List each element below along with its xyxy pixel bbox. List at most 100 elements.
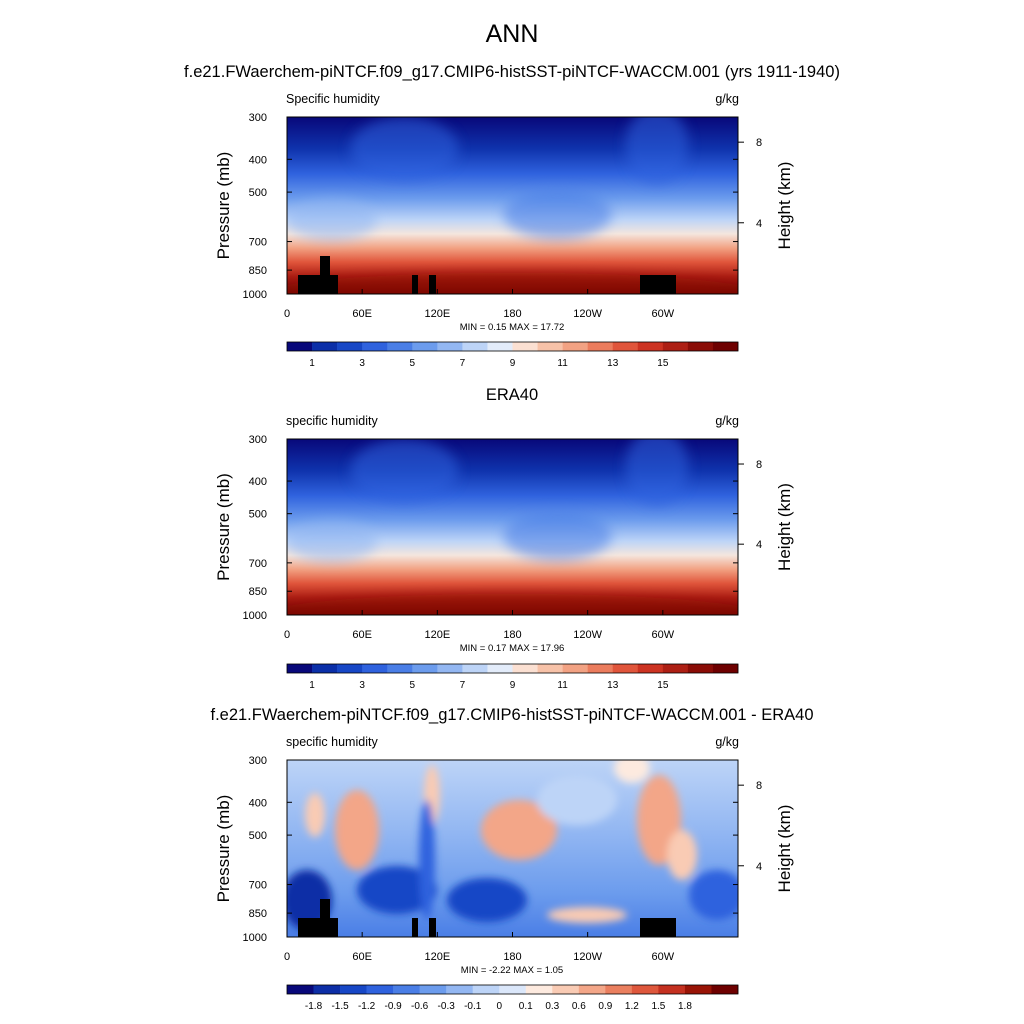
colorbar-swatch [512,664,538,673]
dry-subtropics [503,189,612,240]
colorbar-swatch [637,664,664,673]
x-tick-label: 60E [352,951,372,963]
colorbar-swatch [687,664,714,673]
colorbar-label: 15 [657,358,669,369]
y-tick-label: 400 [249,797,267,809]
y-tick-label: 700 [249,237,267,249]
orography-block [298,918,338,937]
colorbar-label: 1.5 [651,1001,665,1012]
y-tick-label: 700 [249,880,267,892]
colorbar-swatch [412,664,438,673]
y-tick-label: 500 [249,187,267,199]
colorbar-swatch [340,985,367,994]
y-right-axis-title: Height (km) [775,483,794,571]
colorbar-label: 3 [359,358,365,369]
colorbar-label: 3 [359,680,365,691]
colorbar-label: 0.6 [572,1001,586,1012]
obs-panel-title: ERA40 [485,386,539,404]
moist-upper-lobe [625,117,689,185]
colorbar-swatch [362,664,388,673]
colorbar-swatch [712,664,739,673]
positive-anomaly [614,760,650,783]
y-tick-label: 400 [249,476,267,488]
min-max-label: MIN = 0.15 MAX = 17.72 [460,322,565,333]
colorbar-swatch [366,985,394,994]
y-tick-label: 500 [249,830,267,842]
orography-block [298,275,338,294]
negative-anomaly [419,800,435,920]
colorbar-swatch [437,342,463,351]
colorbar-label: 7 [460,680,466,691]
colorbar-label: -0.6 [411,1001,429,1012]
units-label: g/kg [715,414,739,428]
orography-block [429,918,436,937]
colorbar-frame [286,341,739,352]
y-tick-label: 850 [249,908,267,920]
colorbar: -1.8 -1.5 -1.2 -0.9 -0.6 -0.3 -0.1 0 0.1 0.3 0.6 0.… [286,984,739,1012]
panel-obs: specific humidity g/kg3004005007008501000… [214,414,794,691]
colorbar-label: 0.9 [598,1001,612,1012]
colorbar-swatch [552,985,580,994]
colorbar-swatch [562,342,588,351]
colorbar-label: 7 [460,358,466,369]
colorbar-swatch [612,664,639,673]
colorbar-label: -0.3 [438,1001,456,1012]
colorbar: 1 3 5 7 9 11 13 15 [286,663,739,691]
colorbar-label: 13 [607,680,619,691]
colorbar-swatch [387,342,413,351]
x-tick-label: 60E [352,308,372,320]
surface-moisture [287,272,738,294]
colorbar-swatch [393,985,420,994]
y-tick-label: 1000 [243,610,267,622]
colorbar-label: 1 [309,358,315,369]
min-max-label: MIN = 0.17 MAX = 17.96 [460,643,565,654]
moist-midlevel [287,519,378,563]
colorbar-label: 5 [409,680,415,691]
colorbar-swatch [662,664,689,673]
dry-subtropics [503,511,612,561]
colorbar-swatch [287,664,313,673]
y-tick-label: 850 [249,265,267,277]
x-tick-label: 0 [284,951,290,963]
moist-upper-lobe [350,439,459,503]
colorbar-swatch [711,985,739,994]
panel-model: Specific humidity g/kg3004005007008501000… [214,92,794,369]
colorbar-swatch [658,985,686,994]
colorbar: 1 3 5 7 9 11 13 15 [286,341,739,369]
units-label: g/kg [715,92,739,106]
colorbar-label: 11 [557,358,568,369]
colorbar-swatch [612,342,639,351]
moist-midlevel [287,198,378,241]
orography-block [320,899,330,937]
orography-block [429,275,436,294]
moist-upper-lobe [625,439,689,506]
colorbar-label: 9 [510,358,516,369]
y-axis-title: Pressure (mb) [214,473,233,581]
field-structure [287,117,738,294]
x-tick-label: 120W [573,951,602,963]
x-tick-label: 60E [352,629,372,641]
colorbar-frame [286,984,739,995]
negative-anomaly [689,870,738,920]
colorbar-swatch [313,985,341,994]
colorbar-label: 0.3 [545,1001,559,1012]
colorbar-label: 13 [607,358,619,369]
positive-anomaly [667,830,697,880]
surface-moisture [287,593,738,615]
orography-block [412,918,418,937]
colorbar-swatch [587,342,614,351]
y-right-tick-label: 8 [756,137,762,149]
x-tick-label: 120E [424,629,450,641]
colorbar-swatch [637,342,664,351]
colorbar-swatch [687,342,714,351]
colorbar-swatch [287,342,313,351]
colorbar-label: -0.9 [385,1001,403,1012]
colorbar-label: 5 [409,358,415,369]
field-obs [287,439,738,615]
x-tick-label: 120E [424,308,450,320]
colorbar-label: 0 [496,1001,502,1012]
units-label: g/kg [715,735,739,749]
y-tick-label: 300 [249,112,267,124]
y-tick-label: 700 [249,558,267,570]
